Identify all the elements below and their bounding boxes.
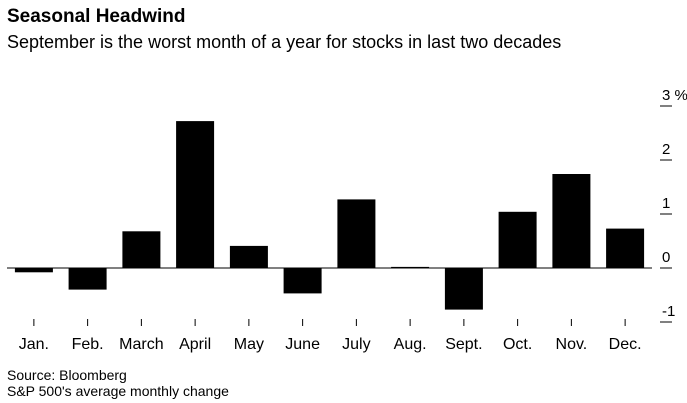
bar-may — [229, 245, 268, 268]
x-tick-label: June — [285, 336, 320, 353]
x-tick-label: Sept. — [445, 336, 482, 353]
y-tick-label: -1 — [662, 303, 675, 320]
bar-dec — [606, 228, 645, 268]
source-note: Source: Bloomberg — [7, 367, 127, 383]
y-axis: -1 0 1 2 3 % — [660, 87, 687, 323]
bars-group — [14, 121, 645, 310]
x-tick-label: Feb. — [72, 336, 104, 353]
x-axis: Jan. Feb. March April May June July Aug. Sept. Oc… — [19, 319, 642, 353]
bar-jan — [14, 268, 53, 273]
y-tick-label: 1 — [662, 195, 670, 212]
y-tick-label: 2 — [662, 141, 670, 158]
x-tick-label: Oct. — [503, 336, 532, 353]
y-tick-label: 3 % — [662, 87, 687, 104]
bar-sept — [444, 268, 483, 310]
bar-march — [122, 231, 161, 268]
y-tick-label: 0 — [662, 249, 670, 266]
bar-june — [283, 268, 322, 294]
bar-feb — [68, 268, 107, 290]
x-tick-label: March — [119, 336, 163, 353]
chart-title: Seasonal Headwind — [7, 6, 186, 27]
bar-nov — [552, 174, 591, 268]
x-tick-label: May — [234, 336, 264, 353]
x-tick-label: Aug. — [394, 336, 427, 353]
x-tick-label: Nov. — [556, 336, 588, 353]
series-note: S&P 500's average monthly change — [7, 383, 229, 399]
chart-subtitle: September is the worst month of a year f… — [7, 32, 562, 52]
bar-aug — [391, 266, 430, 268]
x-tick-label: Jan. — [19, 336, 49, 353]
bar-chart: -1 0 1 2 3 % Jan. Feb. March April May June July Au… — [7, 87, 687, 353]
x-tick-label: April — [179, 336, 211, 353]
x-tick-label: July — [342, 336, 370, 353]
bar-oct — [498, 211, 537, 268]
bar-april — [176, 121, 215, 268]
bar-july — [337, 199, 376, 268]
x-tick-label: Dec. — [609, 336, 642, 353]
